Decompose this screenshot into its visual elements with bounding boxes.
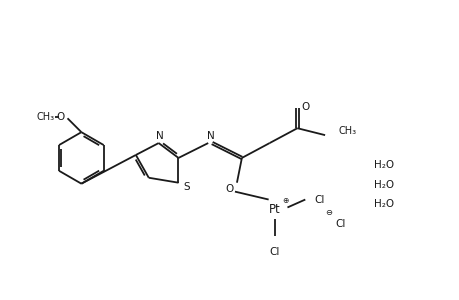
Text: O: O xyxy=(301,102,309,112)
Text: H₂O: H₂O xyxy=(373,180,393,190)
Text: N: N xyxy=(207,131,215,141)
Text: CH₃: CH₃ xyxy=(338,126,356,136)
Text: ⊖: ⊖ xyxy=(325,208,332,217)
Text: H₂O: H₂O xyxy=(373,160,393,170)
Text: Cl: Cl xyxy=(313,194,324,205)
Text: S: S xyxy=(183,182,189,192)
Text: Pt: Pt xyxy=(268,203,280,216)
Text: N: N xyxy=(156,131,163,141)
Text: Cl: Cl xyxy=(269,247,279,257)
Text: ⊕: ⊕ xyxy=(282,196,288,205)
Text: Cl: Cl xyxy=(335,219,346,229)
Text: O: O xyxy=(56,112,65,122)
Text: H₂O: H₂O xyxy=(373,200,393,209)
Text: CH₃: CH₃ xyxy=(37,112,55,122)
Text: O: O xyxy=(224,184,233,194)
